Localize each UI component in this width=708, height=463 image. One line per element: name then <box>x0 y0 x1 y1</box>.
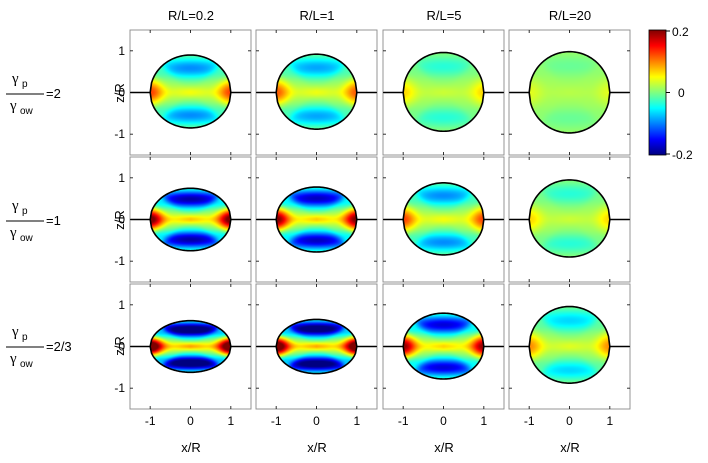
svg-text:γ: γ <box>9 98 17 114</box>
panel-r1-c3 <box>508 156 631 283</box>
xtick-label-c1-1: 0 <box>313 414 320 428</box>
droplet-outline <box>402 182 485 256</box>
svg-text:p: p <box>22 79 28 90</box>
row-label-2: γ p γ ow =2/3 <box>6 324 72 370</box>
panel-r2-c2 <box>382 283 505 410</box>
droplet-outline <box>149 187 232 252</box>
ytick-label-r2-1: 0 <box>118 340 125 354</box>
svg-text:γ: γ <box>9 225 17 241</box>
panel-r2-c1 <box>255 283 378 410</box>
xtick-label-c3-1: 0 <box>566 414 573 428</box>
row-label-0: γ p γ ow =2 <box>6 71 61 117</box>
panel-r1-c0 <box>129 156 252 283</box>
svg-text:=2: =2 <box>46 86 61 101</box>
droplet-outline <box>275 186 358 253</box>
y-axis-label-2: z/R <box>112 336 127 356</box>
svg-text:=1: =1 <box>46 213 61 228</box>
xtick-label-c0-2: 1 <box>227 414 234 428</box>
colorbar-tick-min: -0.2 <box>672 148 693 162</box>
column-title-2: R/L=5 <box>426 8 461 23</box>
droplet-outline <box>528 305 611 384</box>
svg-text:γ: γ <box>11 198 19 214</box>
column-title-3: R/L=20 <box>549 8 591 23</box>
panel-r0-c1 <box>255 29 378 156</box>
svg-text:=2/3: =2/3 <box>46 339 72 354</box>
xtick-label-c1-2: 1 <box>353 414 360 428</box>
droplet-outline <box>528 179 611 258</box>
ytick-label-r2-0: -1 <box>114 381 125 395</box>
ytick-label-r1-2: 1 <box>118 171 125 185</box>
x-axis-label-0: x/R <box>181 440 201 455</box>
ytick-label-r0-0: -1 <box>114 127 125 141</box>
xtick-label-c2-0: -1 <box>398 414 409 428</box>
ytick-label-r0-1: 0 <box>118 86 125 100</box>
svg-text:γ: γ <box>11 71 19 87</box>
column-title-0: R/L=0.2 <box>168 8 214 23</box>
panel-r1-c2 <box>382 156 505 283</box>
ytick-label-r1-1: 0 <box>118 213 125 227</box>
droplet-outline <box>275 53 358 130</box>
svg-text:p: p <box>22 206 28 217</box>
panel-r2-c3 <box>508 283 631 410</box>
droplet-outline <box>275 318 358 375</box>
heatmap-panels <box>129 29 631 410</box>
panel-r1-c1 <box>255 156 378 283</box>
y-axis-label-1: z/R <box>112 210 127 230</box>
colorbar-tick-zero: 0 <box>678 86 685 100</box>
row-label-1: γ p γ ow =1 <box>6 198 61 244</box>
xtick-label-c2-1: 0 <box>440 414 447 428</box>
droplet-outline <box>402 51 485 133</box>
panel-r0-c0 <box>129 29 252 156</box>
svg-text:ow: ow <box>20 233 34 244</box>
xtick-label-c0-0: -1 <box>145 414 156 428</box>
ytick-label-r1-0: -1 <box>114 254 125 268</box>
droplet-outline <box>402 312 485 380</box>
panel-r0-c3 <box>508 29 631 156</box>
svg-text:p: p <box>22 332 28 343</box>
axis-ticks: -1 0 1 -1 0 1 -1 0 1 -1 0 1 -1 0 1 -1 0 1 -1 0 1 <box>114 44 613 428</box>
svg-text:γ: γ <box>9 351 17 367</box>
ytick-label-r2-2: 1 <box>118 298 125 312</box>
xtick-label-c3-0: -1 <box>524 414 535 428</box>
ytick-label-r0-2: 1 <box>118 44 125 58</box>
colorbar: 0.2 0 -0.2 <box>648 25 693 162</box>
x-axis-label-1: x/R <box>307 440 327 455</box>
droplet-outline <box>149 319 232 374</box>
x-axis-label-2: x/R <box>434 440 454 455</box>
svg-text:ow: ow <box>20 106 34 117</box>
y-axis-label-0: z/R <box>112 83 127 103</box>
svg-text:γ: γ <box>11 324 19 340</box>
xtick-label-c2-2: 1 <box>480 414 487 428</box>
panel-r2-c0 <box>129 283 252 410</box>
x-axis-label-3: x/R <box>560 440 580 455</box>
xtick-label-c1-0: -1 <box>271 414 282 428</box>
svg-text:ow: ow <box>20 359 34 370</box>
panel-r0-c2 <box>382 29 505 156</box>
xtick-label-c0-1: 0 <box>187 414 194 428</box>
colorbar-tick-max: 0.2 <box>672 25 689 39</box>
column-title-1: R/L=1 <box>299 8 334 23</box>
droplet-outline <box>149 54 232 129</box>
droplet-outline <box>528 50 611 134</box>
xtick-label-c3-2: 1 <box>606 414 613 428</box>
